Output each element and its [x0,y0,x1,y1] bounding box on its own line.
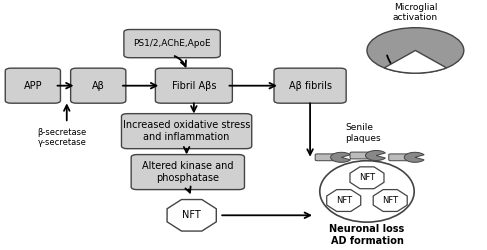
Text: Senile
plaques: Senile plaques [345,123,381,142]
Text: PS1/2,AChE,ApoE: PS1/2,AChE,ApoE [133,39,211,48]
Wedge shape [384,50,447,73]
FancyBboxPatch shape [121,114,252,149]
Wedge shape [331,152,351,162]
FancyBboxPatch shape [315,154,335,161]
FancyBboxPatch shape [350,152,370,159]
Text: Neuronal loss
AD formation: Neuronal loss AD formation [329,224,405,246]
Text: Increased oxidative stress
and inflammation: Increased oxidative stress and inflammat… [123,120,250,142]
Polygon shape [350,167,384,189]
Text: Altered kinase and
phosphatase: Altered kinase and phosphatase [142,161,234,183]
Text: Aβ: Aβ [92,81,105,91]
Wedge shape [404,152,424,162]
FancyBboxPatch shape [155,68,232,103]
FancyBboxPatch shape [5,68,60,103]
Ellipse shape [320,161,414,222]
Text: Microglial
activation: Microglial activation [393,2,438,22]
Text: APP: APP [23,81,42,91]
Text: NFT: NFT [182,210,201,220]
Circle shape [367,28,464,73]
Text: Aβ fibrils: Aβ fibrils [289,81,332,91]
FancyBboxPatch shape [71,68,126,103]
Text: β-secretase
γ-secretase: β-secretase γ-secretase [37,128,87,147]
Polygon shape [373,190,407,212]
Text: NFT: NFT [336,196,352,205]
FancyBboxPatch shape [389,154,408,161]
Text: NFT: NFT [359,173,375,182]
Polygon shape [167,200,216,231]
FancyBboxPatch shape [124,30,220,58]
Polygon shape [327,190,361,212]
FancyBboxPatch shape [131,154,244,190]
Text: Fibril Aβs: Fibril Aβs [171,81,216,91]
FancyBboxPatch shape [274,68,346,103]
Wedge shape [366,150,385,160]
Text: NFT: NFT [382,196,398,205]
